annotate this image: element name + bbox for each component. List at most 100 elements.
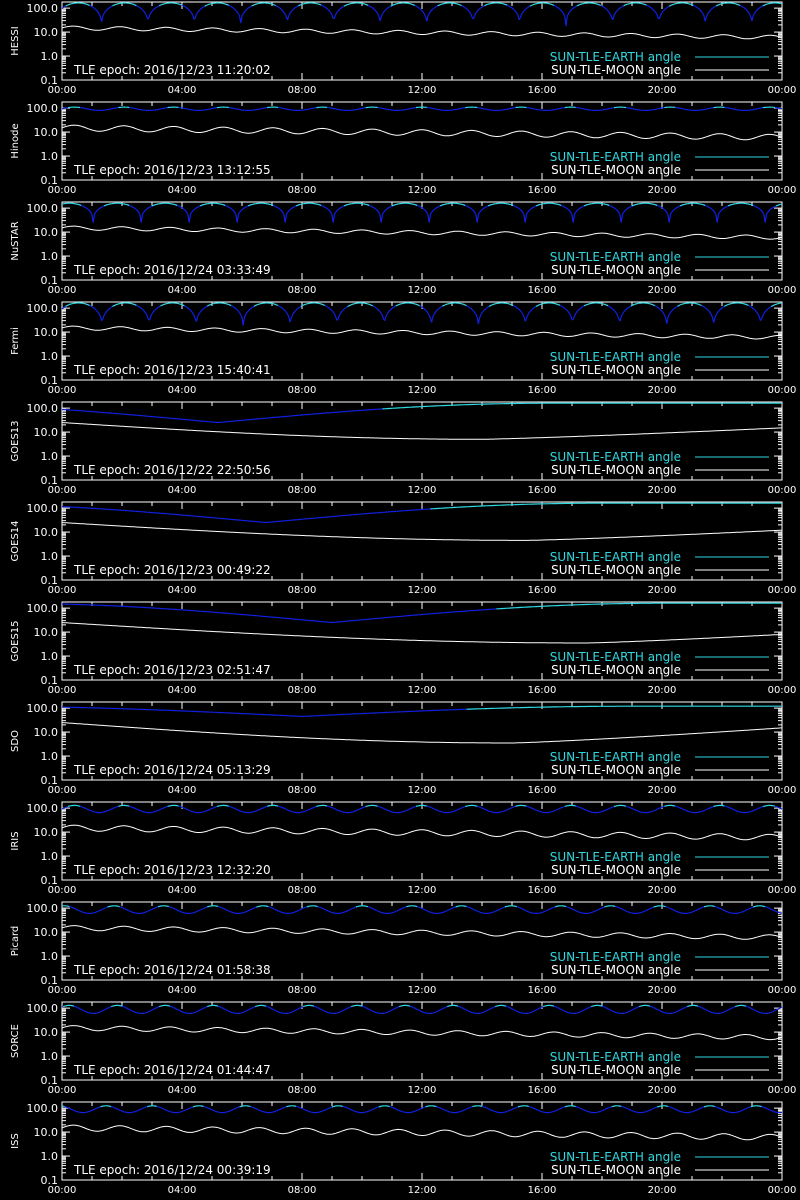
y-tick-label: 100.0 <box>27 2 59 15</box>
x-tick-label: 12:00 <box>408 885 437 896</box>
tle-epoch-annotation: TLE epoch: 2016/12/24 01:58:38 <box>73 963 271 977</box>
x-tick-label: 08:00 <box>288 885 317 896</box>
x-tick-label: 04:00 <box>168 785 197 796</box>
y-tick-label: 0.1 <box>41 874 59 887</box>
panel-goes15: 100.010.01.00.100:00 04:00 08:00 12:00 16:00… <box>10 601 796 696</box>
x-tick-label: 12:00 <box>408 85 437 96</box>
y-axis-label: GOES13 <box>10 420 21 461</box>
x-tick-label: 16:00 <box>528 685 557 696</box>
x-tick-label: 12:00 <box>408 385 437 396</box>
x-tick-label: 16:00 <box>528 85 557 96</box>
y-tick-label: 1.0 <box>41 150 59 163</box>
panel-goes13: 100.010.01.00.100:00 04:00 08:00 12:00 16:00… <box>10 401 797 496</box>
x-tick-label: 04:00 <box>168 585 197 596</box>
panel-hinode: 100.010.01.00.100:00 04:00 08:00 12:00 16:00… <box>10 101 796 196</box>
y-tick-label: 1.0 <box>41 450 59 463</box>
sun-tle-earth-line-light <box>496 602 782 610</box>
y-tick-label: 100.0 <box>27 602 59 615</box>
x-tick-label: 16:00 <box>528 985 557 996</box>
sun-tle-earth-line-light <box>67 106 775 109</box>
y-tick-label: 1.0 <box>41 950 59 963</box>
legend-earth-label: SUN-TLE-EARTH angle <box>550 1150 681 1164</box>
x-tick-label: 20:00 <box>648 485 677 496</box>
x-tick-label: 16:00 <box>528 785 557 796</box>
sun-tle-moon-line <box>61 325 783 340</box>
sun-tle-moon-line <box>61 824 783 841</box>
y-tick-label: 0.1 <box>41 674 59 687</box>
sun-tle-earth-line-light <box>61 905 766 908</box>
sun-tle-earth-line-dark <box>61 106 783 111</box>
x-tick-label: 00:00 <box>48 1185 77 1196</box>
x-tick-label: 00:00 <box>48 885 77 896</box>
sun-tle-moon-line <box>61 225 783 240</box>
y-axis-label: Fermi <box>10 327 21 355</box>
legend-moon-label: SUN-TLE-MOON angle <box>551 963 681 977</box>
legend-moon-label: SUN-TLE-MOON angle <box>551 763 681 777</box>
sun-tle-earth-line-light <box>65 2 783 7</box>
y-axis-label: GOES14 <box>10 520 21 561</box>
sun-tle-earth-line-light <box>63 1004 747 1008</box>
y-axis-label: ISS <box>10 1133 21 1149</box>
x-tick-label: 16:00 <box>528 285 557 296</box>
y-axis-label: GOES15 <box>10 620 21 661</box>
x-tick-label: 16:00 <box>528 485 557 496</box>
x-tick-label: 08:00 <box>288 685 317 696</box>
x-tick-label: 08:00 <box>288 185 317 196</box>
y-tick-label: 100.0 <box>27 902 59 915</box>
x-tick-label: 16:00 <box>528 385 557 396</box>
legend-moon-label: SUN-TLE-MOON angle <box>551 263 681 277</box>
y-tick-label: 1.0 <box>41 550 59 563</box>
x-tick-label: 20:00 <box>648 585 677 596</box>
x-tick-label: 08:00 <box>288 1185 317 1196</box>
x-tick-label: 20:00 <box>648 985 677 996</box>
x-tick-label: 20:00 <box>648 185 677 196</box>
legend-earth-label: SUN-TLE-EARTH angle <box>550 450 681 464</box>
legend-earth-label: SUN-TLE-EARTH angle <box>550 250 681 264</box>
legend-moon-label: SUN-TLE-MOON angle <box>551 63 681 77</box>
sun-tle-earth-line-light <box>430 502 782 510</box>
sun-tle-earth-line-dark <box>61 1005 783 1014</box>
x-tick-label: 04:00 <box>168 85 197 96</box>
tle-epoch-annotation: TLE epoch: 2016/12/23 13:12:55 <box>73 163 271 177</box>
legend-earth-label: SUN-TLE-EARTH angle <box>550 750 681 764</box>
panel-sorce: 100.010.01.00.100:00 04:00 08:00 12:00 16:00… <box>10 1001 797 1096</box>
x-tick-label: 08:00 <box>288 785 317 796</box>
x-tick-label: 00:00 <box>768 1085 797 1096</box>
y-tick-label: 10.0 <box>34 326 59 339</box>
x-tick-label: 00:00 <box>768 485 797 496</box>
sun-tle-earth-line-light <box>466 705 782 710</box>
x-tick-label: 04:00 <box>168 385 197 396</box>
legend-moon-label: SUN-TLE-MOON angle <box>551 463 681 477</box>
y-tick-label: 1.0 <box>41 750 59 763</box>
tle-epoch-annotation: TLE epoch: 2016/12/23 00:49:22 <box>73 563 271 577</box>
y-tick-label: 100.0 <box>27 202 59 215</box>
x-tick-label: 00:00 <box>768 885 797 896</box>
legend-earth-label: SUN-TLE-EARTH angle <box>550 50 681 64</box>
x-tick-label: 00:00 <box>768 785 797 796</box>
y-tick-label: 100.0 <box>27 102 59 115</box>
x-tick-label: 00:00 <box>48 185 77 196</box>
y-tick-label: 1.0 <box>41 1150 59 1163</box>
sun-tle-earth-line-dark <box>61 408 383 424</box>
sun-tle-moon-line <box>61 1025 783 1041</box>
sun-tle-earth-line-light <box>382 402 782 410</box>
x-tick-label: 20:00 <box>648 285 677 296</box>
y-tick-label: 10.0 <box>34 26 59 39</box>
x-tick-label: 08:00 <box>288 85 317 96</box>
legend-earth-label: SUN-TLE-EARTH angle <box>550 1050 681 1064</box>
tle-epoch-annotation: TLE epoch: 2016/12/23 15:40:41 <box>73 363 271 377</box>
x-tick-label: 16:00 <box>528 1185 557 1196</box>
y-tick-label: 100.0 <box>27 1002 59 1015</box>
legend-moon-label: SUN-TLE-MOON angle <box>551 863 681 877</box>
y-axis-label: NuSTAR <box>10 221 21 260</box>
legend-earth-label: SUN-TLE-EARTH angle <box>550 950 681 964</box>
sun-tle-earth-line-dark <box>69 905 783 914</box>
y-tick-label: 100.0 <box>27 1102 59 1115</box>
tle-epoch-annotation: TLE epoch: 2016/12/23 11:20:02 <box>73 63 271 77</box>
sun-tle-earth-line-dark <box>61 506 431 524</box>
legend-moon-label: SUN-TLE-MOON angle <box>551 363 681 377</box>
y-tick-label: 10.0 <box>34 126 59 139</box>
sun-tle-earth-line-light <box>61 202 783 207</box>
y-tick-label: 0.1 <box>41 774 59 787</box>
